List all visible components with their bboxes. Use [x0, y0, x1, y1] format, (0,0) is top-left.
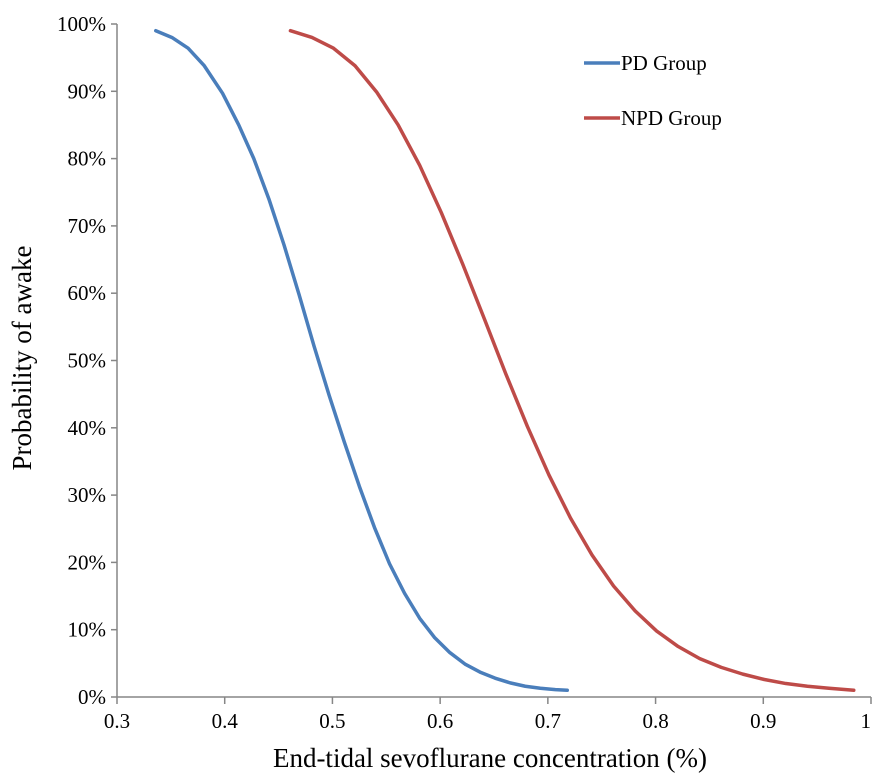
data-point [590, 553, 594, 557]
data-point [655, 629, 658, 633]
x-tick-label: 0.4 [212, 709, 239, 733]
data-point [806, 685, 809, 688]
data-point [526, 425, 529, 428]
series-npd-group [288, 28, 856, 693]
axes: 0% 10% 20% 30% 40% 50% 60% 70% 80% 90% 100% 0.3 0.4 0… [57, 12, 872, 733]
y-tick-label: 70% [68, 214, 107, 238]
data-point [720, 666, 723, 669]
data-point [203, 64, 206, 67]
y-tick-label: 40% [68, 416, 107, 440]
data-point [373, 526, 376, 529]
data-point [418, 164, 421, 167]
x-tick-label: 0.6 [427, 709, 453, 733]
x-tick-label: 0.7 [535, 709, 561, 733]
legend-label: NPD Group [621, 106, 722, 130]
x-tick-label: 1 [861, 709, 872, 733]
data-point [186, 47, 190, 50]
data-point [403, 592, 406, 595]
data-point [418, 617, 421, 620]
data-point [375, 90, 378, 94]
data-point [282, 243, 286, 246]
data-point [554, 688, 557, 691]
y-tick-label: 90% [68, 79, 107, 103]
legend-label: PD Group [621, 51, 707, 75]
data-point [741, 672, 745, 676]
y-tick-label: 50% [68, 349, 107, 373]
y-tick-label: 60% [68, 281, 107, 305]
data-point [154, 29, 157, 32]
y-tick-label: 10% [68, 618, 107, 642]
data-point [633, 609, 637, 613]
series-layer [154, 28, 856, 693]
data-point [448, 651, 452, 654]
y-tick-label: 30% [68, 483, 107, 507]
legend-item: NPD Group [584, 106, 722, 130]
data-point [478, 670, 482, 674]
data-point [267, 197, 271, 201]
data-point [784, 682, 788, 685]
y-tick-label: 100% [57, 12, 106, 36]
y-tick-label: 80% [68, 147, 107, 171]
y-tick-label: 20% [68, 550, 107, 574]
data-point [461, 263, 464, 266]
data-point [396, 123, 400, 127]
y-tick-label: 0% [78, 685, 106, 709]
x-tick-label: 0.8 [642, 709, 668, 733]
data-point [328, 394, 331, 397]
data-point [547, 473, 551, 477]
data-point [827, 687, 831, 690]
data-point [493, 676, 497, 680]
x-tick-label: 0.9 [750, 709, 776, 733]
data-point [539, 687, 542, 690]
data-point [221, 92, 224, 95]
data-point [676, 645, 680, 648]
data-point [297, 293, 301, 296]
series-line [288, 28, 856, 693]
data-point [252, 157, 255, 160]
data-point [388, 562, 391, 565]
data-point [524, 685, 527, 688]
data-point [170, 36, 174, 39]
data-point [353, 64, 357, 67]
data-point [483, 317, 486, 320]
data-point [343, 440, 346, 444]
data-point [763, 678, 766, 681]
data-point [569, 516, 572, 520]
data-point [237, 123, 240, 127]
x-tick-label: 0.5 [319, 709, 345, 733]
data-point [433, 636, 436, 639]
legend-item: PD Group [584, 51, 707, 75]
data-point [508, 681, 512, 685]
series-line [154, 28, 569, 693]
x-axis-title: End-tidal sevoflurane concentration (%) [273, 743, 707, 773]
data-point [358, 485, 361, 488]
series-pd-group [154, 28, 569, 693]
data-point [463, 662, 467, 666]
data-point [312, 345, 316, 348]
data-point [289, 29, 292, 32]
x-tick-label: 0.3 [104, 709, 130, 733]
y-axis-title: Probability of awake [7, 246, 37, 471]
data-point [440, 211, 443, 214]
data-point [852, 689, 855, 692]
data-point [504, 372, 508, 376]
data-point [566, 689, 569, 692]
data-point [698, 657, 701, 660]
data-point [310, 36, 314, 39]
data-point [612, 584, 615, 588]
legend: PD Group NPD Group [584, 51, 722, 130]
data-point [332, 47, 335, 50]
